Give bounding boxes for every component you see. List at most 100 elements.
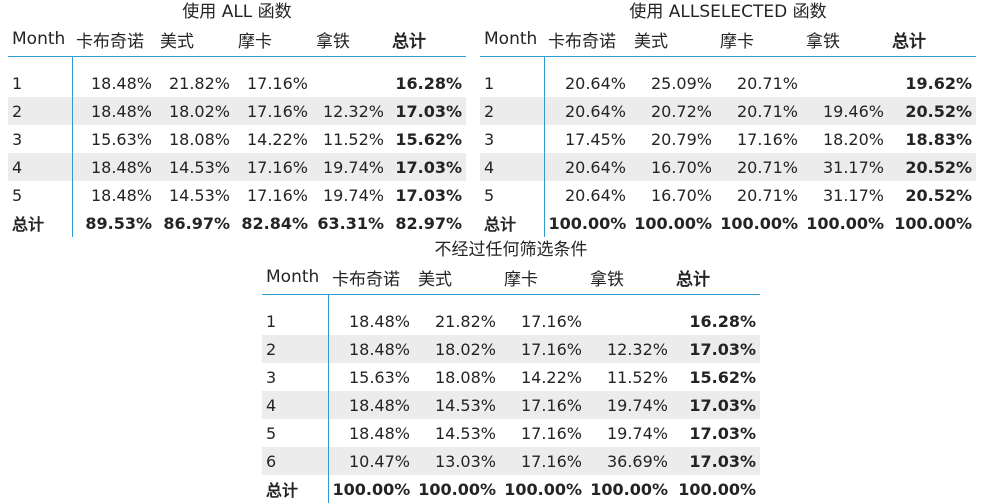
column-header-total[interactable]: 总计 (676, 269, 710, 290)
grand-total-cell: 100.00% (548, 213, 627, 233)
cell: 17.16% (246, 73, 308, 93)
column-header-month[interactable]: Month (12, 29, 66, 49)
column-header-total[interactable]: 总计 (392, 31, 426, 52)
row-total-cell: 17.03% (395, 185, 462, 205)
column-header-americano[interactable]: 美式 (160, 31, 194, 52)
grand-total-cell: 100.00% (894, 213, 972, 233)
table-row: 2 18.48% 18.02% 17.16% 12.32% 17.03% (8, 97, 466, 125)
cell: 17.16% (736, 129, 798, 149)
table-row: 2 20.64% 20.72% 20.71% 19.46% 20.52% (480, 97, 976, 125)
header-row: Month 卡布奇诺 美式 摩卡 拿铁 总计 (8, 22, 466, 57)
matrix-visual-unfiltered[interactable]: 不经过任何筛选条件 Month 卡布奇诺 美式 摩卡 拿铁 总计 1 18.48… (262, 240, 760, 503)
grand-total-cell: 82.97% (395, 213, 462, 233)
visual-title: 使用 ALL 函数 (182, 2, 292, 22)
column-header-latte[interactable]: 拿铁 (590, 269, 624, 290)
table-row: 6 10.47% 13.03% 17.16% 36.69% 17.03% (262, 447, 760, 475)
cell: 13.03% (414, 447, 500, 475)
cell: 18.02% (156, 97, 234, 125)
cell: 17.16% (234, 97, 312, 125)
matrix-table: Month 卡布奇诺 美式 摩卡 拿铁 总计 1 18.48% 21.82% 1… (8, 22, 466, 237)
cell: 18.20% (822, 129, 884, 149)
table-row: 5 18.48% 14.53% 17.16% 19.74% 17.03% (262, 419, 760, 447)
cell (802, 69, 888, 97)
cell: 17.16% (500, 391, 586, 419)
matrix-table: Month 卡布奇诺 美式 摩卡 拿铁 总计 1 20.64% 25.09% 2… (480, 22, 976, 237)
table-row: 3 15.63% 18.08% 14.22% 11.52% 15.62% (262, 363, 760, 391)
column-header-cappuccino[interactable]: 卡布奇诺 (76, 31, 144, 52)
cell: 19.74% (586, 391, 672, 419)
matrix-visual-all[interactable]: 使用 ALL 函数 Month 卡布奇诺 美式 摩卡 拿铁 总计 1 18.48… (8, 2, 466, 237)
cell: 16.70% (630, 153, 716, 181)
cell: 14.22% (246, 129, 308, 149)
cell: 18.48% (328, 391, 414, 419)
cell: 18.48% (348, 423, 410, 443)
table-row: 1 18.48% 21.82% 17.16% 16.28% (8, 69, 466, 97)
cell: 36.69% (586, 447, 672, 475)
column-header-latte[interactable]: 拿铁 (316, 31, 350, 52)
column-header-mocha[interactable]: 摩卡 (238, 31, 272, 52)
row-total-cell: 20.52% (888, 153, 976, 181)
cell: 18.02% (414, 335, 500, 363)
column-header-total[interactable]: 总计 (892, 31, 926, 52)
matrix-visual-allselected[interactable]: 使用 ALLSELECTED 函数 Month 卡布奇诺 美式 摩卡 拿铁 总计… (480, 2, 976, 237)
column-header-americano[interactable]: 美式 (634, 31, 668, 52)
row-label: 1 (480, 69, 545, 97)
grand-total-cell: 100.00% (590, 479, 668, 499)
cell: 18.48% (328, 335, 414, 363)
cell: 12.32% (312, 97, 388, 125)
row-label: 1 (262, 307, 329, 335)
row-label: 5 (480, 181, 545, 209)
cell: 11.52% (606, 367, 668, 387)
grand-total-cell: 100.00% (720, 213, 798, 233)
cell: 18.08% (168, 129, 230, 149)
cell: 20.72% (630, 97, 716, 125)
column-header-cappuccino[interactable]: 卡布奇诺 (548, 31, 616, 52)
cell: 31.17% (802, 153, 888, 181)
column-header-month[interactable]: Month (266, 267, 320, 287)
column-header-cappuccino[interactable]: 卡布奇诺 (332, 269, 400, 290)
cell (312, 69, 388, 97)
row-label: 4 (262, 391, 329, 419)
column-header-mocha[interactable]: 摩卡 (720, 31, 754, 52)
table-row: 1 20.64% 25.09% 20.71% 19.62% (480, 69, 976, 97)
table-row: 5 18.48% 14.53% 17.16% 19.74% 17.03% (8, 181, 466, 209)
row-total-cell: 16.28% (689, 311, 756, 331)
cell: 20.64% (544, 97, 630, 125)
cell: 18.08% (434, 367, 496, 387)
grand-total-cell: 100.00% (504, 479, 582, 499)
column-header-month[interactable]: Month (484, 29, 538, 49)
cell (586, 307, 672, 335)
cell: 14.53% (156, 153, 234, 181)
cell: 20.71% (716, 153, 802, 181)
cell: 14.53% (168, 185, 230, 205)
grand-total-label: 总计 (8, 209, 73, 237)
row-total-cell: 17.03% (689, 423, 756, 443)
cell: 18.48% (348, 311, 410, 331)
cell: 19.46% (802, 97, 888, 125)
grand-total-cell: 100.00% (678, 479, 756, 499)
cell: 17.45% (564, 129, 626, 149)
cell: 20.71% (736, 73, 798, 93)
column-header-americano[interactable]: 美式 (418, 269, 452, 290)
grand-total-cell: 100.00% (806, 213, 884, 233)
cell: 18.48% (90, 185, 152, 205)
table-row: 3 17.45% 20.79% 17.16% 18.20% 18.83% (480, 125, 976, 153)
column-header-mocha[interactable]: 摩卡 (504, 269, 538, 290)
grand-total-row: 总计 100.00% 100.00% 100.00% 100.00% 100.0… (480, 209, 976, 237)
row-label: 2 (262, 335, 329, 363)
cell: 11.52% (322, 129, 384, 149)
row-total-cell: 16.28% (395, 73, 462, 93)
cell: 12.32% (586, 335, 672, 363)
header-row: Month 卡布奇诺 美式 摩卡 拿铁 总计 (480, 22, 976, 57)
visual-title: 不经过任何筛选条件 (434, 240, 588, 260)
row-total-cell: 15.62% (395, 129, 462, 149)
column-header-latte[interactable]: 拿铁 (806, 31, 840, 52)
grand-total-cell: 100.00% (634, 213, 712, 233)
cell: 20.64% (544, 153, 630, 181)
row-total-cell: 19.62% (905, 73, 972, 93)
grand-total-cell: 89.53% (85, 213, 152, 233)
cell: 15.63% (348, 367, 410, 387)
cell: 25.09% (650, 73, 712, 93)
table-row: 4 18.48% 14.53% 17.16% 19.74% 17.03% (262, 391, 760, 419)
cell: 20.64% (564, 73, 626, 93)
